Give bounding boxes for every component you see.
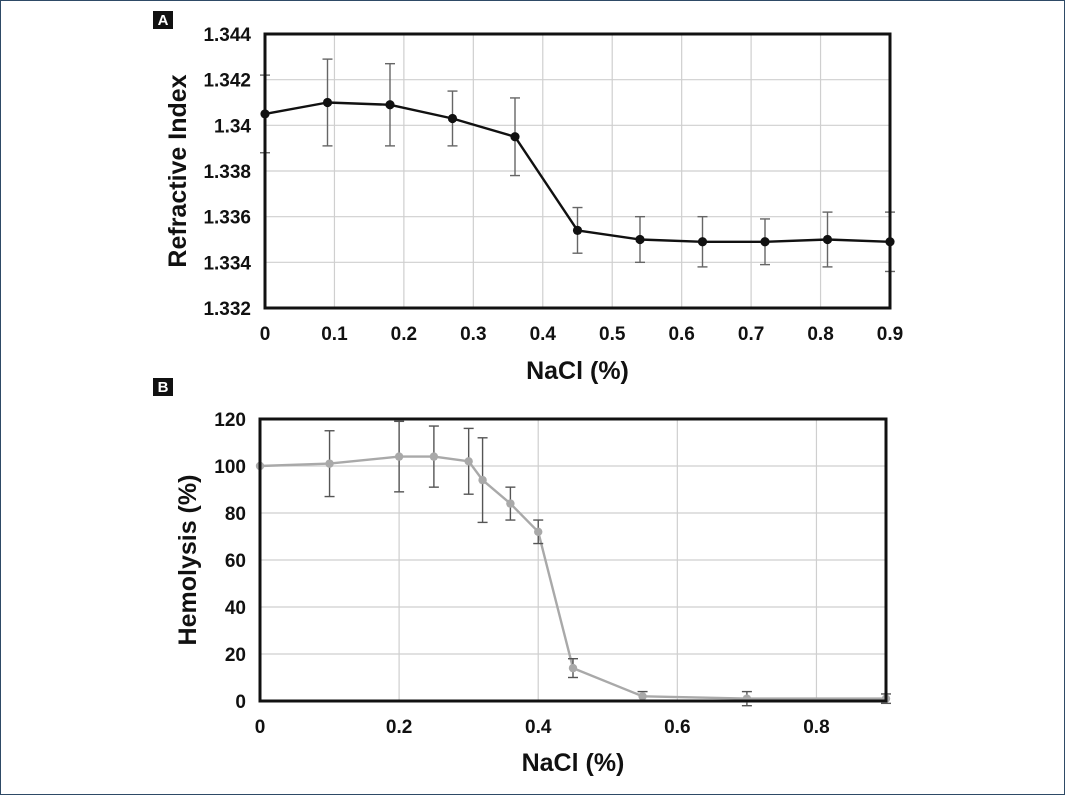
- panel-a-x-tick-label: 0.9: [877, 324, 903, 345]
- panel-a-data-point: [760, 237, 770, 247]
- panel-a-data-point: [635, 234, 645, 245]
- panel-b-y-tick-label: 100: [214, 457, 246, 478]
- panel-b-series: [255, 420, 891, 707]
- panel-a-data-point: [822, 234, 833, 245]
- chart-panel-a: A 1.332 1.334 1.336 1.338 1.34 1.342 1.344 0 0.…: [153, 11, 903, 385]
- panel-a-badge: [153, 11, 173, 29]
- panel-b-y-tick-label: 20: [225, 645, 246, 666]
- panel-b-y-axis-title: Hemolysis (%): [174, 475, 202, 646]
- panel-b-label: B: [158, 379, 169, 396]
- panel-a-y-tick-label: 1.334: [203, 253, 251, 274]
- panel-b-y-tick-label: 40: [225, 598, 246, 619]
- panel-b-x-axis-title: NaCl (%): [522, 749, 625, 777]
- panel-a-x-tick-label: 0: [260, 324, 271, 345]
- panel-b-data-point: [429, 452, 439, 461]
- panel-a-data-point: [510, 132, 520, 142]
- panel-b-x-tick-label: 0: [255, 717, 266, 738]
- panel-a-x-tick-label: 0.3: [460, 324, 486, 345]
- panel-b-y-tick-label: 120: [214, 410, 246, 431]
- panel-a-x-tick-label: 0.8: [807, 324, 833, 345]
- panel-a-x-axis-title: NaCl (%): [526, 357, 629, 385]
- panel-b-series-line: [259, 455, 886, 700]
- panel-a-label: A: [158, 12, 169, 29]
- panel-a-x-tick-label: 0.2: [391, 324, 417, 345]
- panel-a-data-point: [447, 113, 458, 124]
- panel-b-x-tick-label: 0.2: [386, 717, 412, 738]
- panel-a-series: [260, 58, 895, 273]
- panel-a-x-tick-label: 0.5: [599, 324, 626, 345]
- panel-b-badge: [153, 378, 173, 396]
- panel-b-y-tick-label: 60: [225, 551, 246, 572]
- panel-b-y-tick-label: 80: [225, 504, 246, 525]
- panel-a-x-tick-label: 0.1: [321, 324, 348, 345]
- panel-a-plot-frame: [263, 32, 892, 310]
- panel-a-y-ticks: 1.332 1.334 1.336 1.338 1.34 1.342 1.344: [203, 25, 251, 320]
- panel-b-data-point: [638, 692, 647, 701]
- panel-a-y-axis-title: Refractive Index: [164, 74, 192, 267]
- panel-a-data-point: [572, 225, 583, 235]
- panel-a-x-tick-label: 0.4: [530, 324, 557, 345]
- panel-a-y-tick-label: 1.332: [203, 299, 251, 320]
- panel-b-data-point: [478, 475, 487, 485]
- panel-b-x-tick-label: 0.8: [803, 717, 829, 738]
- panel-b-data-point: [506, 499, 515, 508]
- panel-a-data-point: [322, 97, 333, 108]
- panel-b-x-ticks: 0 0.2 0.4 0.6 0.8: [255, 717, 830, 738]
- panel-a-y-tick-label: 1.336: [203, 208, 251, 229]
- panel-a-x-ticks: 0 0.1 0.2 0.3 0.4 0.5 0.6 0.7 0.8 0.9: [260, 324, 904, 345]
- panel-b-data-point: [394, 452, 404, 461]
- panel-a-y-tick-label: 1.344: [203, 25, 251, 46]
- panel-b-data-point: [534, 527, 543, 536]
- panel-a-grid: [264, 33, 891, 309]
- panel-a-x-tick-label: 0.7: [738, 324, 764, 345]
- panel-b-plot-frame: [258, 417, 888, 703]
- panel-b-y-tick-label: 0: [235, 692, 246, 713]
- panel-a-y-tick-label: 1.338: [203, 162, 251, 183]
- panel-a-data-point: [697, 237, 708, 247]
- panel-a-x-tick-label: 0.6: [668, 324, 694, 345]
- panel-b-x-tick-label: 0.4: [525, 717, 552, 738]
- chart-panel-b: B 0 20 40 60 80 100 120 0 0.2 0.4 0.6 0.8 Hemolysi…: [153, 378, 891, 777]
- panel-b-data-point: [464, 457, 473, 466]
- panel-a-y-tick-label: 1.342: [203, 71, 251, 92]
- panel-a-data-point: [385, 100, 395, 110]
- panel-a-y-tick-label: 1.34: [214, 116, 251, 137]
- panel-b-x-tick-label: 0.6: [664, 717, 690, 738]
- panel-b-y-ticks: 0 20 40 60 80 100 120: [214, 410, 246, 713]
- panel-b-data-point: [568, 663, 578, 673]
- panel-b-data-point: [325, 459, 334, 468]
